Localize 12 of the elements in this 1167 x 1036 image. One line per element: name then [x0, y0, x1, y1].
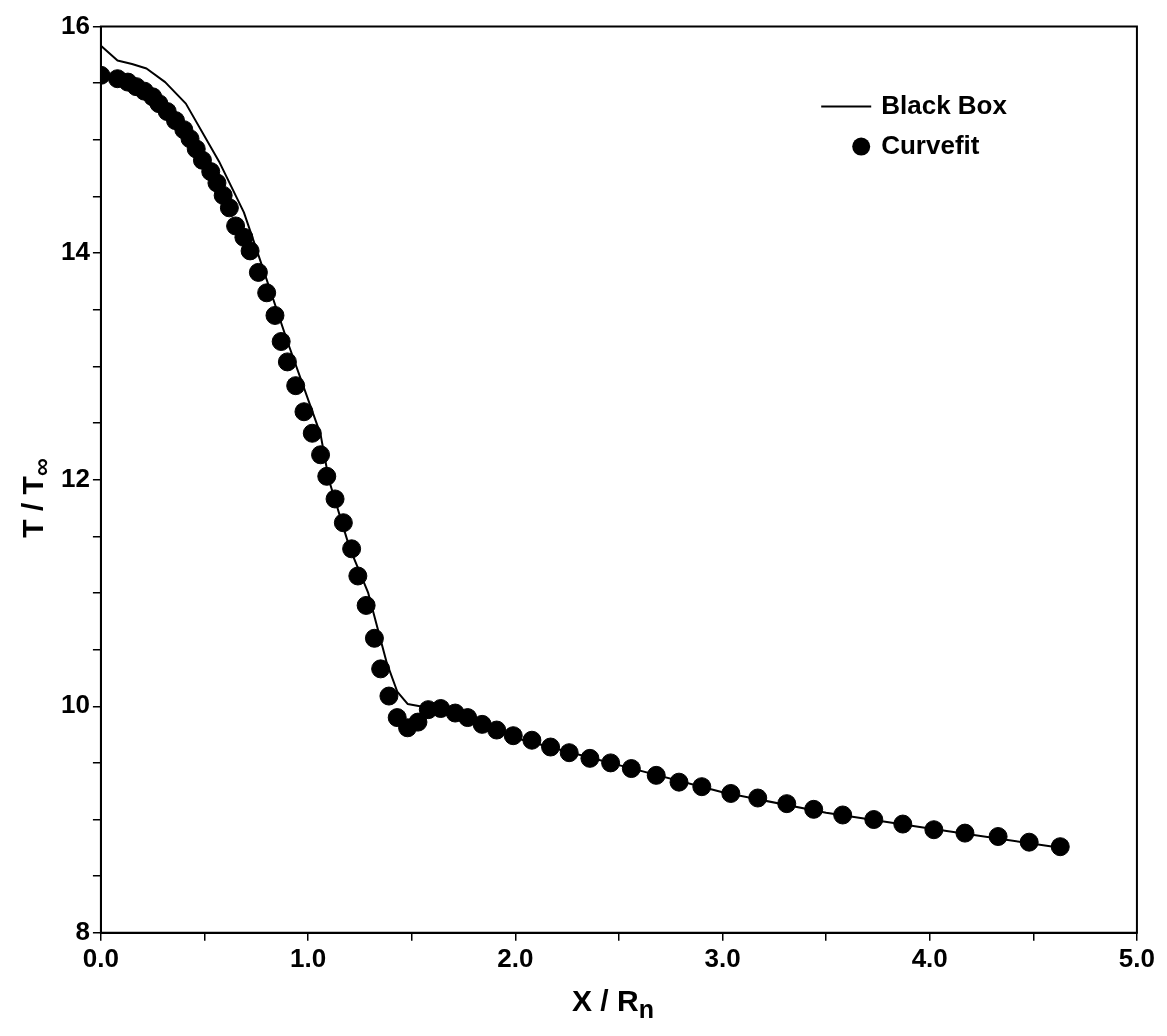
x-tick-label: 5.0 [1118, 942, 1156, 973]
y-tick-label: 14 [61, 236, 91, 267]
x-tick-label: 1.0 [290, 942, 327, 973]
y-tick-label: 10 [61, 689, 90, 720]
x-tick-label: 4.0 [911, 942, 948, 973]
y-tick-label: 12 [61, 462, 90, 493]
legend-label: Curvefit [881, 129, 980, 160]
y-tick-label: 16 [61, 9, 90, 40]
x-tick-label: 2.0 [497, 942, 534, 973]
legend-label: Black Box [881, 89, 1008, 120]
x-axis-title: X / R$_{n}$ [571, 984, 655, 1024]
x-tick-label: 3.0 [704, 942, 741, 973]
